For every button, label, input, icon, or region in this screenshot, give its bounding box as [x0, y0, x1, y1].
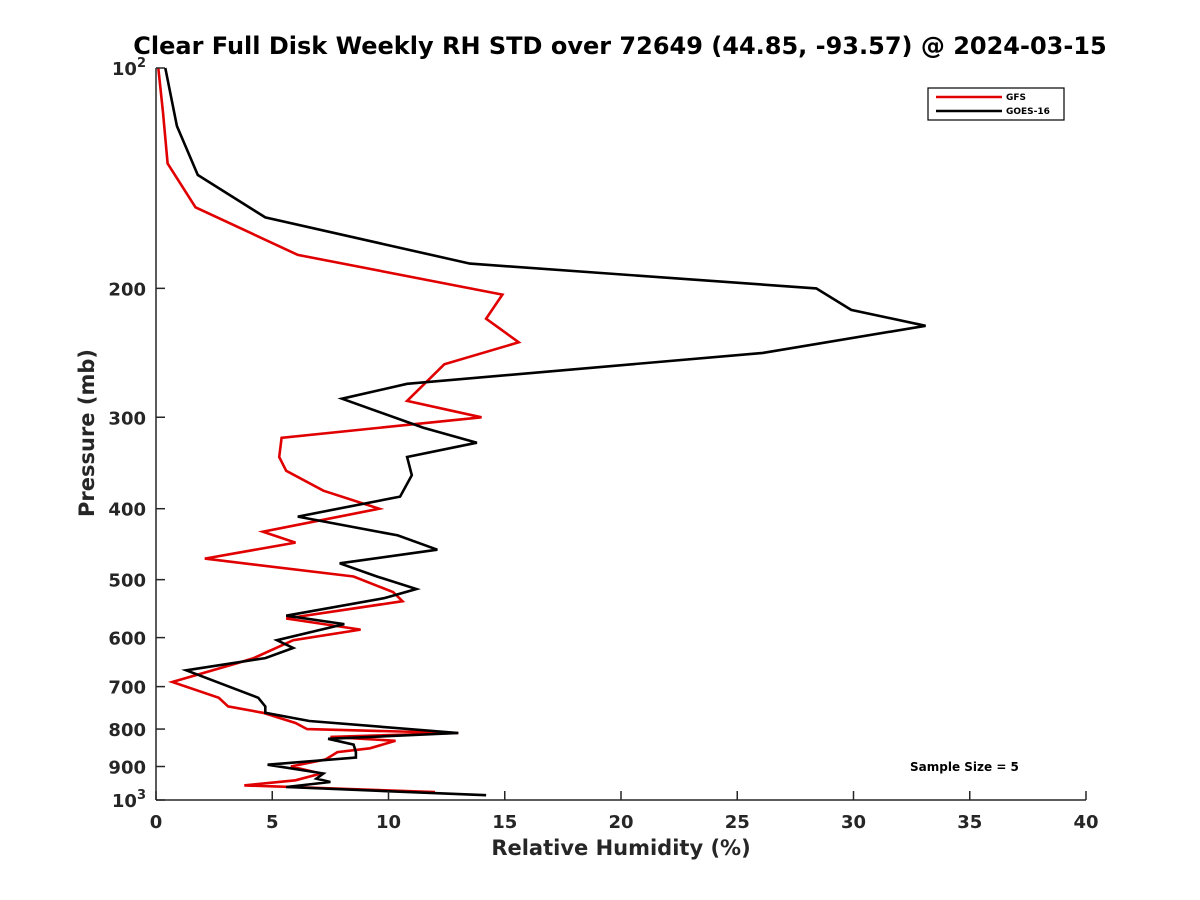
sample-size-annotation: Sample Size = 5 — [910, 760, 1019, 774]
plot-lines — [157, 67, 926, 797]
chart-title: Clear Full Disk Weekly RH STD over 72649… — [133, 32, 1106, 60]
series-line-gfs — [157, 67, 522, 794]
y-tick-label: 800 — [108, 720, 146, 741]
series-line-goes16 — [164, 67, 926, 797]
x-tick-label: 15 — [492, 812, 517, 833]
x-tick-label: 5 — [266, 812, 279, 833]
y-tick-label: 600 — [108, 629, 146, 650]
legend-label-gfs: GFS — [1006, 93, 1026, 103]
y-tick-label: 200 — [108, 279, 146, 300]
y-tick-label: 500 — [108, 571, 146, 592]
x-tick-label: 25 — [725, 812, 750, 833]
x-tick-label: 0 — [150, 812, 163, 833]
legend-label-goes16: GOES-16 — [1006, 107, 1050, 117]
y-tick-label: 900 — [108, 758, 146, 779]
x-tick-label: 30 — [841, 812, 866, 833]
x-tick-label: 40 — [1073, 812, 1098, 833]
y-tick-label: 400 — [108, 500, 146, 521]
x-ticks: 0 5 10 15 20 25 30 35 40 — [150, 791, 1099, 833]
x-tick-label: 10 — [376, 812, 401, 833]
x-tick-label: 20 — [608, 812, 633, 833]
x-tick-label: 35 — [957, 812, 982, 833]
x-axis-label: Relative Humidity (%) — [491, 836, 750, 860]
y-tick-label: 300 — [108, 408, 146, 429]
y-axis-label: Pressure (mb) — [75, 349, 99, 517]
legend-box — [927, 87, 1065, 121]
legend: GFS GOES-16 — [927, 87, 1065, 121]
y-tick-label: 700 — [108, 678, 146, 699]
